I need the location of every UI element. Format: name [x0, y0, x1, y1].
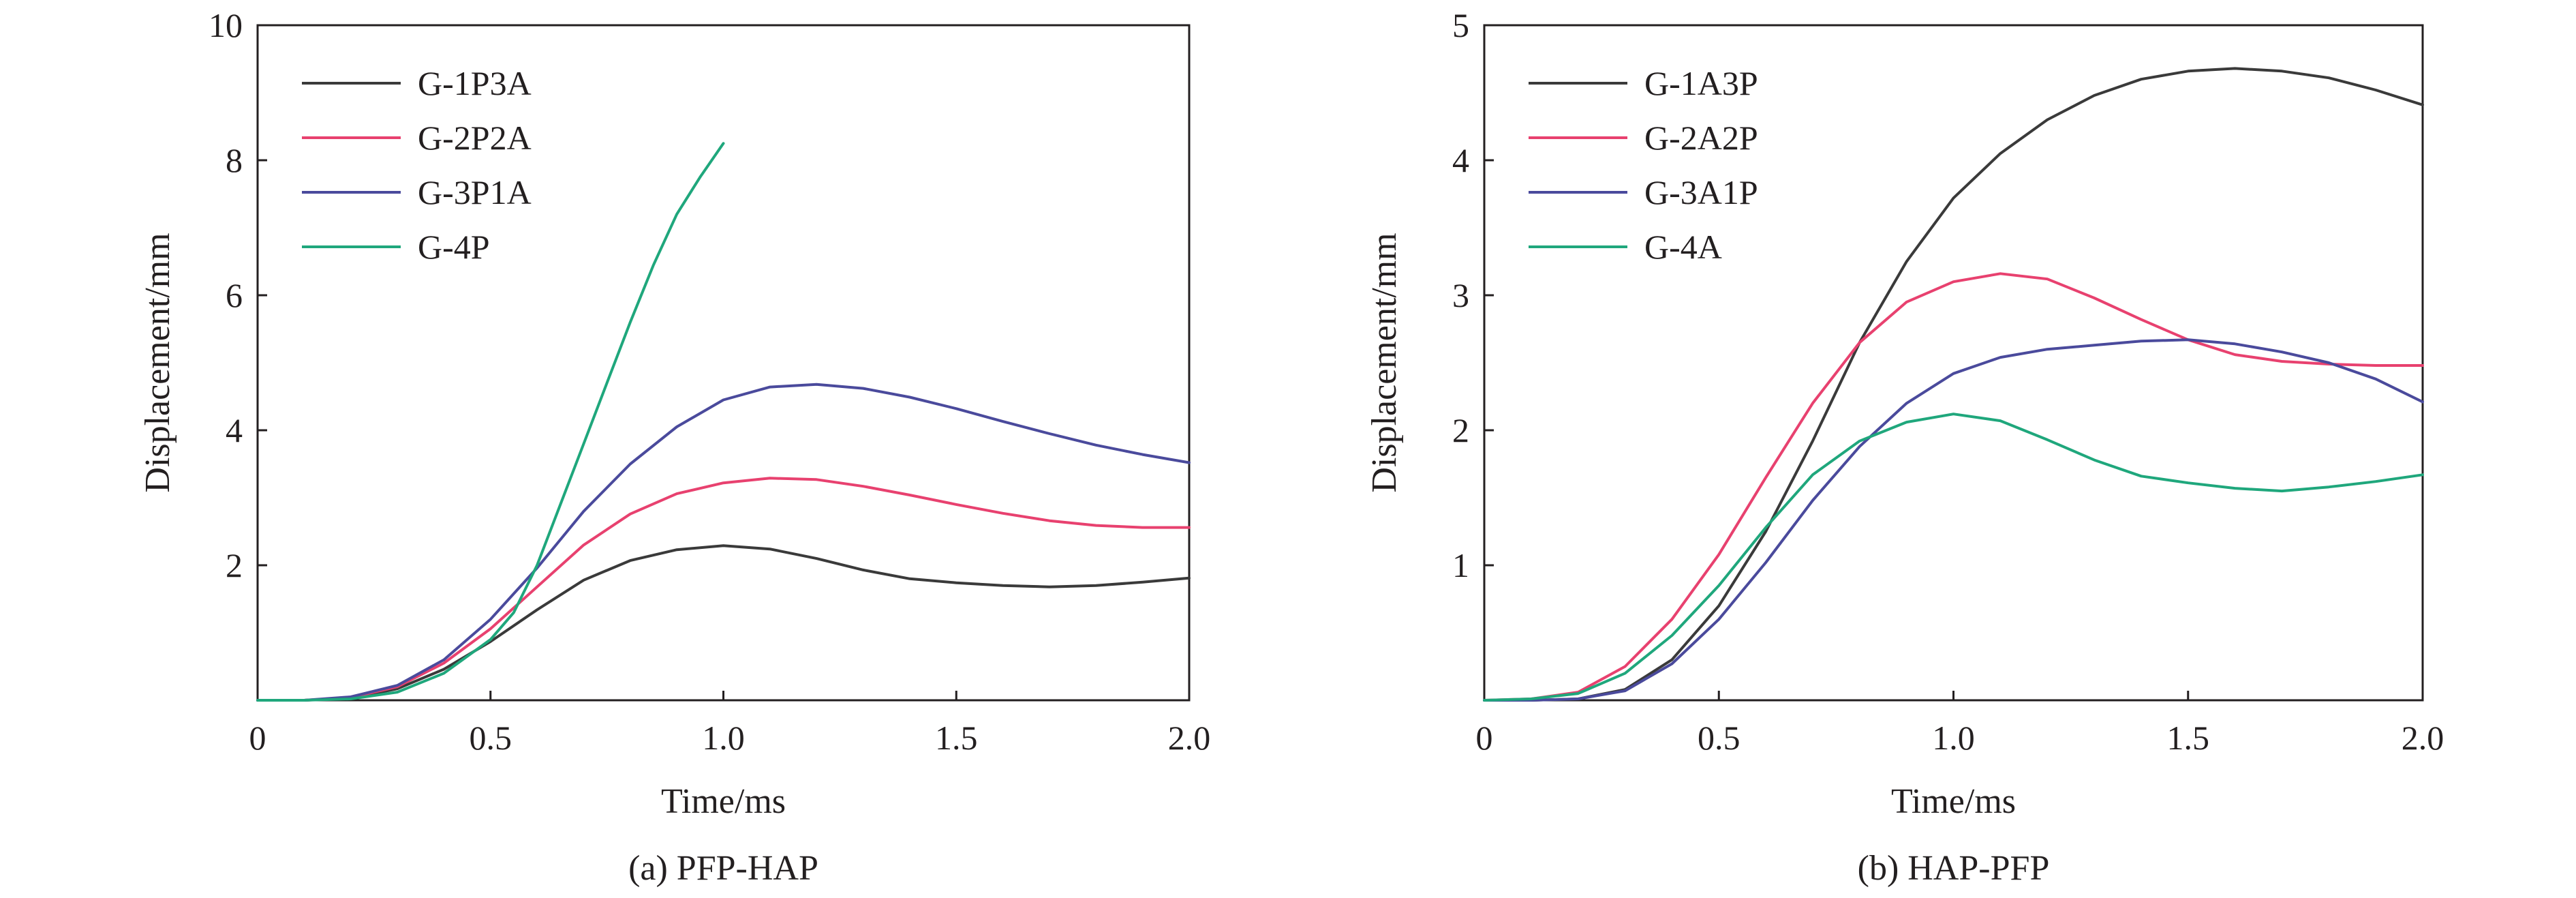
series-line-g-3p1a [256, 383, 1191, 702]
x-tick-label: 2.0 [2402, 719, 2444, 757]
legend-label: G-1P3A [418, 64, 532, 102]
x-tick-label: 1.0 [1932, 719, 1975, 757]
x-tick-label: 1.0 [702, 719, 745, 757]
plot-frame [256, 24, 1191, 702]
series-line-g-2a2p [1483, 272, 2424, 702]
series-line-g-1p3a [256, 544, 1191, 702]
series-line-g-2p2a [256, 477, 1191, 702]
legend-label: G-3A1P [1644, 173, 1758, 211]
y-tick-label: 10 [209, 6, 243, 44]
y-tick-label: 2 [1452, 411, 1469, 449]
x-tick-label: 1.5 [935, 719, 978, 757]
x-tick-label: 2.0 [1168, 719, 1211, 757]
y-tick-label: 4 [226, 411, 243, 449]
x-axis-label: Time/ms [1891, 782, 2016, 821]
series-line-g-3a1p [1483, 338, 2424, 702]
legend-label: G-1A3P [1644, 64, 1758, 102]
y-tick-label: 3 [1452, 276, 1469, 314]
series-line-g-1a3p [1483, 67, 2424, 702]
y-axis-label: Displacement/mm [1365, 233, 1404, 492]
y-tick-label: 4 [1452, 141, 1469, 179]
y-tick-label: 8 [226, 141, 243, 179]
series-line-g-4p [256, 142, 725, 702]
y-axis-label: Displacement/mm [138, 233, 177, 492]
x-axis-label: Time/ms [661, 782, 786, 821]
chart-panel-a: 0 0.5 1.0 1.5 2.0 2 4 6 8 10 Time/ms Displacement/m… [138, 6, 1210, 888]
x-tick-label: 0 [1476, 719, 1493, 757]
y-tick-label: 5 [1452, 6, 1469, 44]
panel-caption: (b) HAP-PFP [1858, 849, 2050, 888]
x-tick-label: 0 [249, 719, 266, 757]
y-tick-label: 2 [226, 546, 243, 584]
chart-panel-b: 0 0.5 1.0 1.5 2.0 1 2 3 4 5 Time/ms Displacement/mm… [1365, 6, 2444, 888]
legend-label: G-4P [418, 228, 490, 266]
legend-label: G-2A2P [1644, 119, 1758, 157]
x-tick-label: 0.5 [1698, 719, 1741, 757]
legend-label: G-4A [1644, 228, 1722, 266]
series-line-g-4a [1483, 413, 2424, 702]
x-tick-label: 1.5 [2167, 719, 2210, 757]
y-tick-label: 6 [226, 276, 243, 314]
x-tick-label: 0.5 [470, 719, 512, 757]
panel-caption: (a) PFP-HAP [628, 849, 818, 888]
y-tick-label: 1 [1452, 546, 1469, 584]
legend-label: G-3P1A [418, 173, 532, 211]
legend-label: G-2P2A [418, 119, 532, 157]
